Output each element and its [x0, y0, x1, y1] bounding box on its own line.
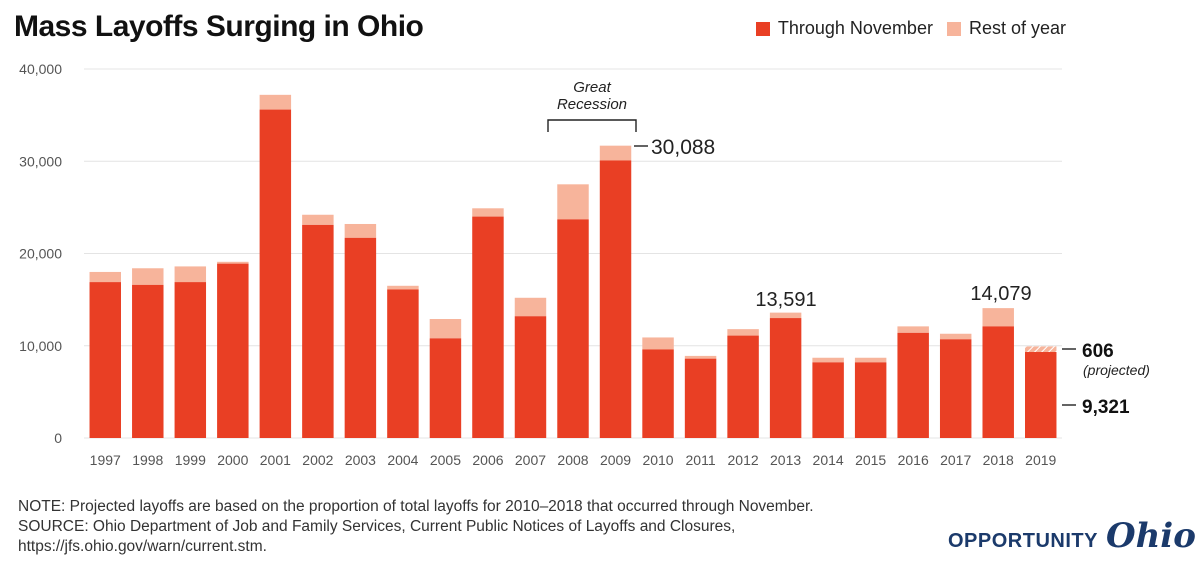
bar-through-november-2017 — [939, 339, 972, 438]
x-tick-label: 2006 — [472, 452, 503, 468]
y-tick-label: 40,000 — [19, 61, 62, 77]
x-tick-label: 2008 — [557, 452, 588, 468]
x-tick-label: 2004 — [387, 452, 418, 468]
bar-through-november-2000 — [217, 263, 249, 438]
source-url: https://jfs.ohio.gov/warn/current.stm. — [18, 538, 267, 555]
bar-rest-of-year-1997 — [89, 271, 121, 283]
x-tick-label: 2019 — [1025, 452, 1056, 468]
x-tick-label: 1998 — [132, 452, 163, 468]
bar-through-november-2013 — [769, 318, 802, 438]
chart-title: Mass Layoffs Surging in Ohio — [14, 10, 424, 43]
source-text: SOURCE: Ohio Department of Job and Famil… — [18, 518, 736, 535]
label-projected: (projected) — [1083, 362, 1150, 378]
legend-swatch-through-november — [755, 21, 770, 36]
bar-rest-of-year-2016 — [897, 326, 929, 333]
x-tick-label: 2007 — [515, 452, 546, 468]
note-text: NOTE: Projected layoffs are based on the… — [18, 498, 814, 515]
bar-rest-of-year-2006 — [472, 208, 504, 217]
x-tick-label: 2001 — [260, 452, 291, 468]
logo-text: OPPORTUNITY — [948, 530, 1098, 552]
bar-rest-of-year-2001 — [259, 94, 292, 110]
legend: Through November Rest of year — [755, 18, 1066, 39]
bar-through-november-2012 — [727, 335, 759, 438]
y-tick-label: 0 — [54, 430, 62, 446]
bar-rest-of-year-2013 — [769, 312, 802, 319]
bar-rest-of-year-2000 — [217, 261, 249, 264]
recession-bracket — [547, 119, 637, 132]
bar-through-november-2005 — [429, 338, 462, 438]
opportunity-ohio-logo: OPPORTUNITY Ohio — [948, 516, 1196, 556]
label-2019-projected: 606 — [1082, 341, 1114, 362]
bar-rest-of-year-1998 — [132, 268, 164, 285]
x-tick-label: 2017 — [940, 452, 971, 468]
bar-rest-of-year-2009 — [599, 145, 632, 161]
bar-through-november-2019 — [1025, 352, 1057, 438]
x-tick-label: 2011 — [686, 452, 716, 468]
bar-chart: 0 10,000 20,000 30,000 40,000 1997 1998 1999 200… — [19, 61, 1150, 468]
label-2013: 13,591 — [755, 289, 816, 311]
bar-through-november-2004 — [387, 289, 419, 438]
bar-rest-of-year-2008 — [557, 184, 589, 220]
bar-through-november-2002 — [302, 224, 334, 438]
label-2009: 30,088 — [651, 136, 715, 159]
bar-through-november-1998 — [132, 284, 164, 438]
x-tick-label: 2012 — [728, 452, 759, 468]
x-tick-label: 2000 — [217, 452, 248, 468]
x-tick-label: 2010 — [642, 452, 673, 468]
bar-through-november-1999 — [174, 282, 207, 438]
bar-through-november-2015 — [854, 362, 887, 438]
bar-rest-of-year-2010 — [642, 337, 674, 350]
bar-through-november-2008 — [557, 219, 589, 438]
bar-rest-of-year-2003 — [344, 223, 377, 238]
recession-label-line1: Great — [573, 79, 611, 96]
bar-through-november-2011 — [684, 358, 717, 438]
bar-through-november-2006 — [472, 216, 504, 438]
bar-through-november-2010 — [642, 349, 674, 438]
bar-rest-of-year-2011 — [684, 355, 717, 359]
logo-script: Ohio — [1105, 516, 1196, 556]
label-2018: 14,079 — [970, 283, 1031, 305]
bar-through-november-1997 — [89, 282, 121, 438]
legend-swatch-rest-of-year — [946, 21, 961, 36]
label-2019-actual: 9,321 — [1082, 397, 1130, 418]
bar-rest-of-year-2002 — [302, 214, 334, 225]
bar-rest-of-year-2018 — [982, 308, 1014, 327]
bar-rest-of-year-2014 — [812, 357, 844, 363]
x-tick-label: 2009 — [600, 452, 631, 468]
bar-through-november-2014 — [812, 362, 844, 438]
bar-rest-of-year-2007 — [514, 297, 547, 317]
y-tick-label: 30,000 — [19, 153, 62, 169]
bar-through-november-2016 — [897, 332, 929, 438]
x-tick-label: 1997 — [90, 452, 121, 468]
x-tick-label: 2013 — [770, 452, 801, 468]
y-tick-label: 10,000 — [19, 338, 62, 354]
x-tick-label: 2014 — [813, 452, 844, 468]
y-tick-label: 20,000 — [19, 246, 62, 262]
x-tick-label: 2015 — [855, 452, 886, 468]
x-tick-label: 2003 — [345, 452, 376, 468]
bar-rest-of-year-2017 — [939, 333, 972, 340]
legend-label-rest-of-year: Rest of year — [968, 18, 1066, 38]
bar-rest-of-year-2015 — [854, 357, 887, 363]
bar-through-november-2001 — [259, 109, 292, 438]
bar-rest-of-year-2019 — [1025, 346, 1057, 353]
legend-item-rest-of-year: Rest of year — [946, 18, 1066, 39]
x-tick-label: 2016 — [898, 452, 929, 468]
x-tick-label: 1999 — [175, 452, 206, 468]
bar-rest-of-year-2012 — [727, 329, 759, 336]
bar-rest-of-year-2004 — [387, 285, 419, 290]
bar-through-november-2003 — [344, 237, 377, 438]
bar-through-november-2018 — [982, 326, 1014, 438]
bar-rest-of-year-2005 — [429, 318, 462, 339]
legend-label-through-november: Through November — [777, 18, 933, 38]
bar-through-november-2009 — [599, 160, 632, 438]
x-tick-label: 2018 — [983, 452, 1014, 468]
legend-item-through-november: Through November — [755, 18, 933, 39]
x-tick-label: 2002 — [302, 452, 333, 468]
x-tick-label: 2005 — [430, 452, 461, 468]
recession-label-line2: Recession — [557, 96, 627, 113]
footnote: NOTE: Projected layoffs are based on the… — [18, 497, 814, 557]
bar-through-november-2007 — [514, 316, 547, 438]
bar-rest-of-year-1999 — [174, 266, 207, 283]
